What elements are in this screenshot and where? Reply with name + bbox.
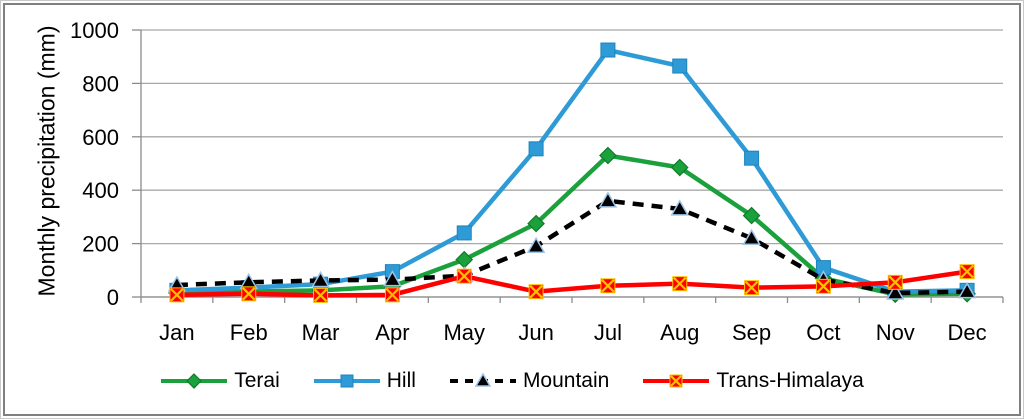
marker-triangle bbox=[383, 270, 402, 287]
legend-swatch-trans-himalaya bbox=[643, 374, 710, 388]
y-tick-label: 400 bbox=[82, 178, 119, 203]
y-tick-label: 800 bbox=[82, 71, 119, 96]
marker-x-square bbox=[669, 374, 683, 388]
marker-diamond bbox=[742, 206, 761, 225]
legend-swatch-hill bbox=[313, 374, 380, 388]
series-line-hill bbox=[176, 47, 968, 294]
legend-item-mountain: Mountain bbox=[449, 369, 609, 393]
x-tick-label: Jun bbox=[518, 320, 553, 345]
marker-diamond bbox=[670, 158, 689, 177]
x-tick-label: Jan bbox=[159, 320, 194, 345]
legend-label-terai: Terai bbox=[234, 369, 280, 392]
series-line-trans-himalaya bbox=[176, 269, 968, 298]
marker-triangle bbox=[526, 236, 546, 254]
legend: Terai Hill Mountain Trans-Himalaya bbox=[1, 351, 1023, 411]
x-tick-label: Feb bbox=[230, 320, 268, 345]
x-tick-label: Sep bbox=[732, 320, 771, 345]
x-tick-label: Aug bbox=[660, 320, 699, 345]
y-tick-label: 1000 bbox=[70, 18, 119, 43]
y-gridlines: 0 200 400 600 800 1000 bbox=[70, 18, 1003, 310]
marker-triangle bbox=[957, 282, 977, 299]
marker-x-square bbox=[672, 276, 688, 292]
series-line-mountain bbox=[176, 198, 968, 296]
plot-area: 0 200 400 600 800 1000 Jan Feb Mar Apr May Jun Jul Au… bbox=[1, 1, 1023, 358]
legend-label-trans-himalaya: Trans-Himalaya bbox=[716, 369, 864, 392]
x-tick-label: Oct bbox=[806, 320, 840, 345]
marker-triangle bbox=[670, 199, 690, 216]
x-tick-label: Mar bbox=[302, 320, 340, 345]
marker-triangle bbox=[474, 372, 492, 387]
marker-x-square bbox=[169, 287, 185, 303]
marker-x-square bbox=[600, 278, 616, 294]
legend-item-trans-himalaya: Trans-Himalaya bbox=[642, 369, 864, 393]
x-tick-label: Apr bbox=[375, 320, 409, 345]
marker-x-square bbox=[313, 287, 329, 303]
marker-triangle bbox=[311, 270, 330, 288]
x-tick-labels: Jan Feb Mar Apr May Jun Jul Aug Sep Oct Nov Dec bbox=[159, 320, 986, 345]
marker-square bbox=[600, 42, 616, 58]
series-hill bbox=[169, 42, 975, 300]
marker-triangle bbox=[742, 228, 761, 246]
marker-square bbox=[456, 225, 472, 241]
precipitation-chart: 0 200 400 600 800 1000 Jan Feb Mar Apr May Jun Jul Au… bbox=[70, 18, 1004, 345]
x-tick-label: Nov bbox=[876, 320, 915, 345]
y-tick-label: 0 bbox=[107, 285, 119, 310]
y-tick-label: 200 bbox=[82, 232, 119, 257]
marker-diamond bbox=[186, 373, 203, 389]
x-tick-label: Jul bbox=[594, 320, 622, 345]
x-tick-label: Dec bbox=[948, 320, 987, 345]
chart-frame bbox=[3, 3, 1021, 416]
marker-square bbox=[340, 374, 354, 388]
marker-triangle bbox=[885, 283, 905, 300]
marker-square bbox=[744, 150, 760, 166]
legend-item-terai: Terai bbox=[160, 369, 280, 393]
y-tick-label: 600 bbox=[82, 125, 119, 150]
marker-x-square bbox=[384, 287, 400, 303]
legend-label-hill: Hill bbox=[386, 369, 416, 392]
marker-diamond bbox=[455, 250, 474, 269]
legend-label-mountain: Mountain bbox=[522, 369, 610, 392]
legend-item-hill: Hill bbox=[313, 369, 416, 393]
marker-x-square bbox=[959, 264, 975, 280]
axes bbox=[140, 30, 1004, 303]
legend-swatch-terai bbox=[161, 373, 228, 389]
series-trans-himalaya bbox=[169, 264, 975, 303]
marker-x-square bbox=[887, 274, 903, 290]
marker-diamond bbox=[599, 146, 617, 165]
marker-x-square bbox=[744, 280, 760, 296]
marker-diamond bbox=[527, 214, 545, 233]
marker-x-square bbox=[528, 284, 544, 300]
marker-square bbox=[672, 58, 688, 74]
marker-square bbox=[528, 141, 544, 157]
marker-x-square bbox=[815, 278, 831, 294]
legend-swatch-mountain bbox=[449, 372, 516, 387]
marker-x-square bbox=[241, 286, 257, 302]
x-tick-label: May bbox=[443, 320, 485, 345]
marker-x-square bbox=[456, 268, 472, 284]
marker-triangle bbox=[598, 191, 618, 208]
